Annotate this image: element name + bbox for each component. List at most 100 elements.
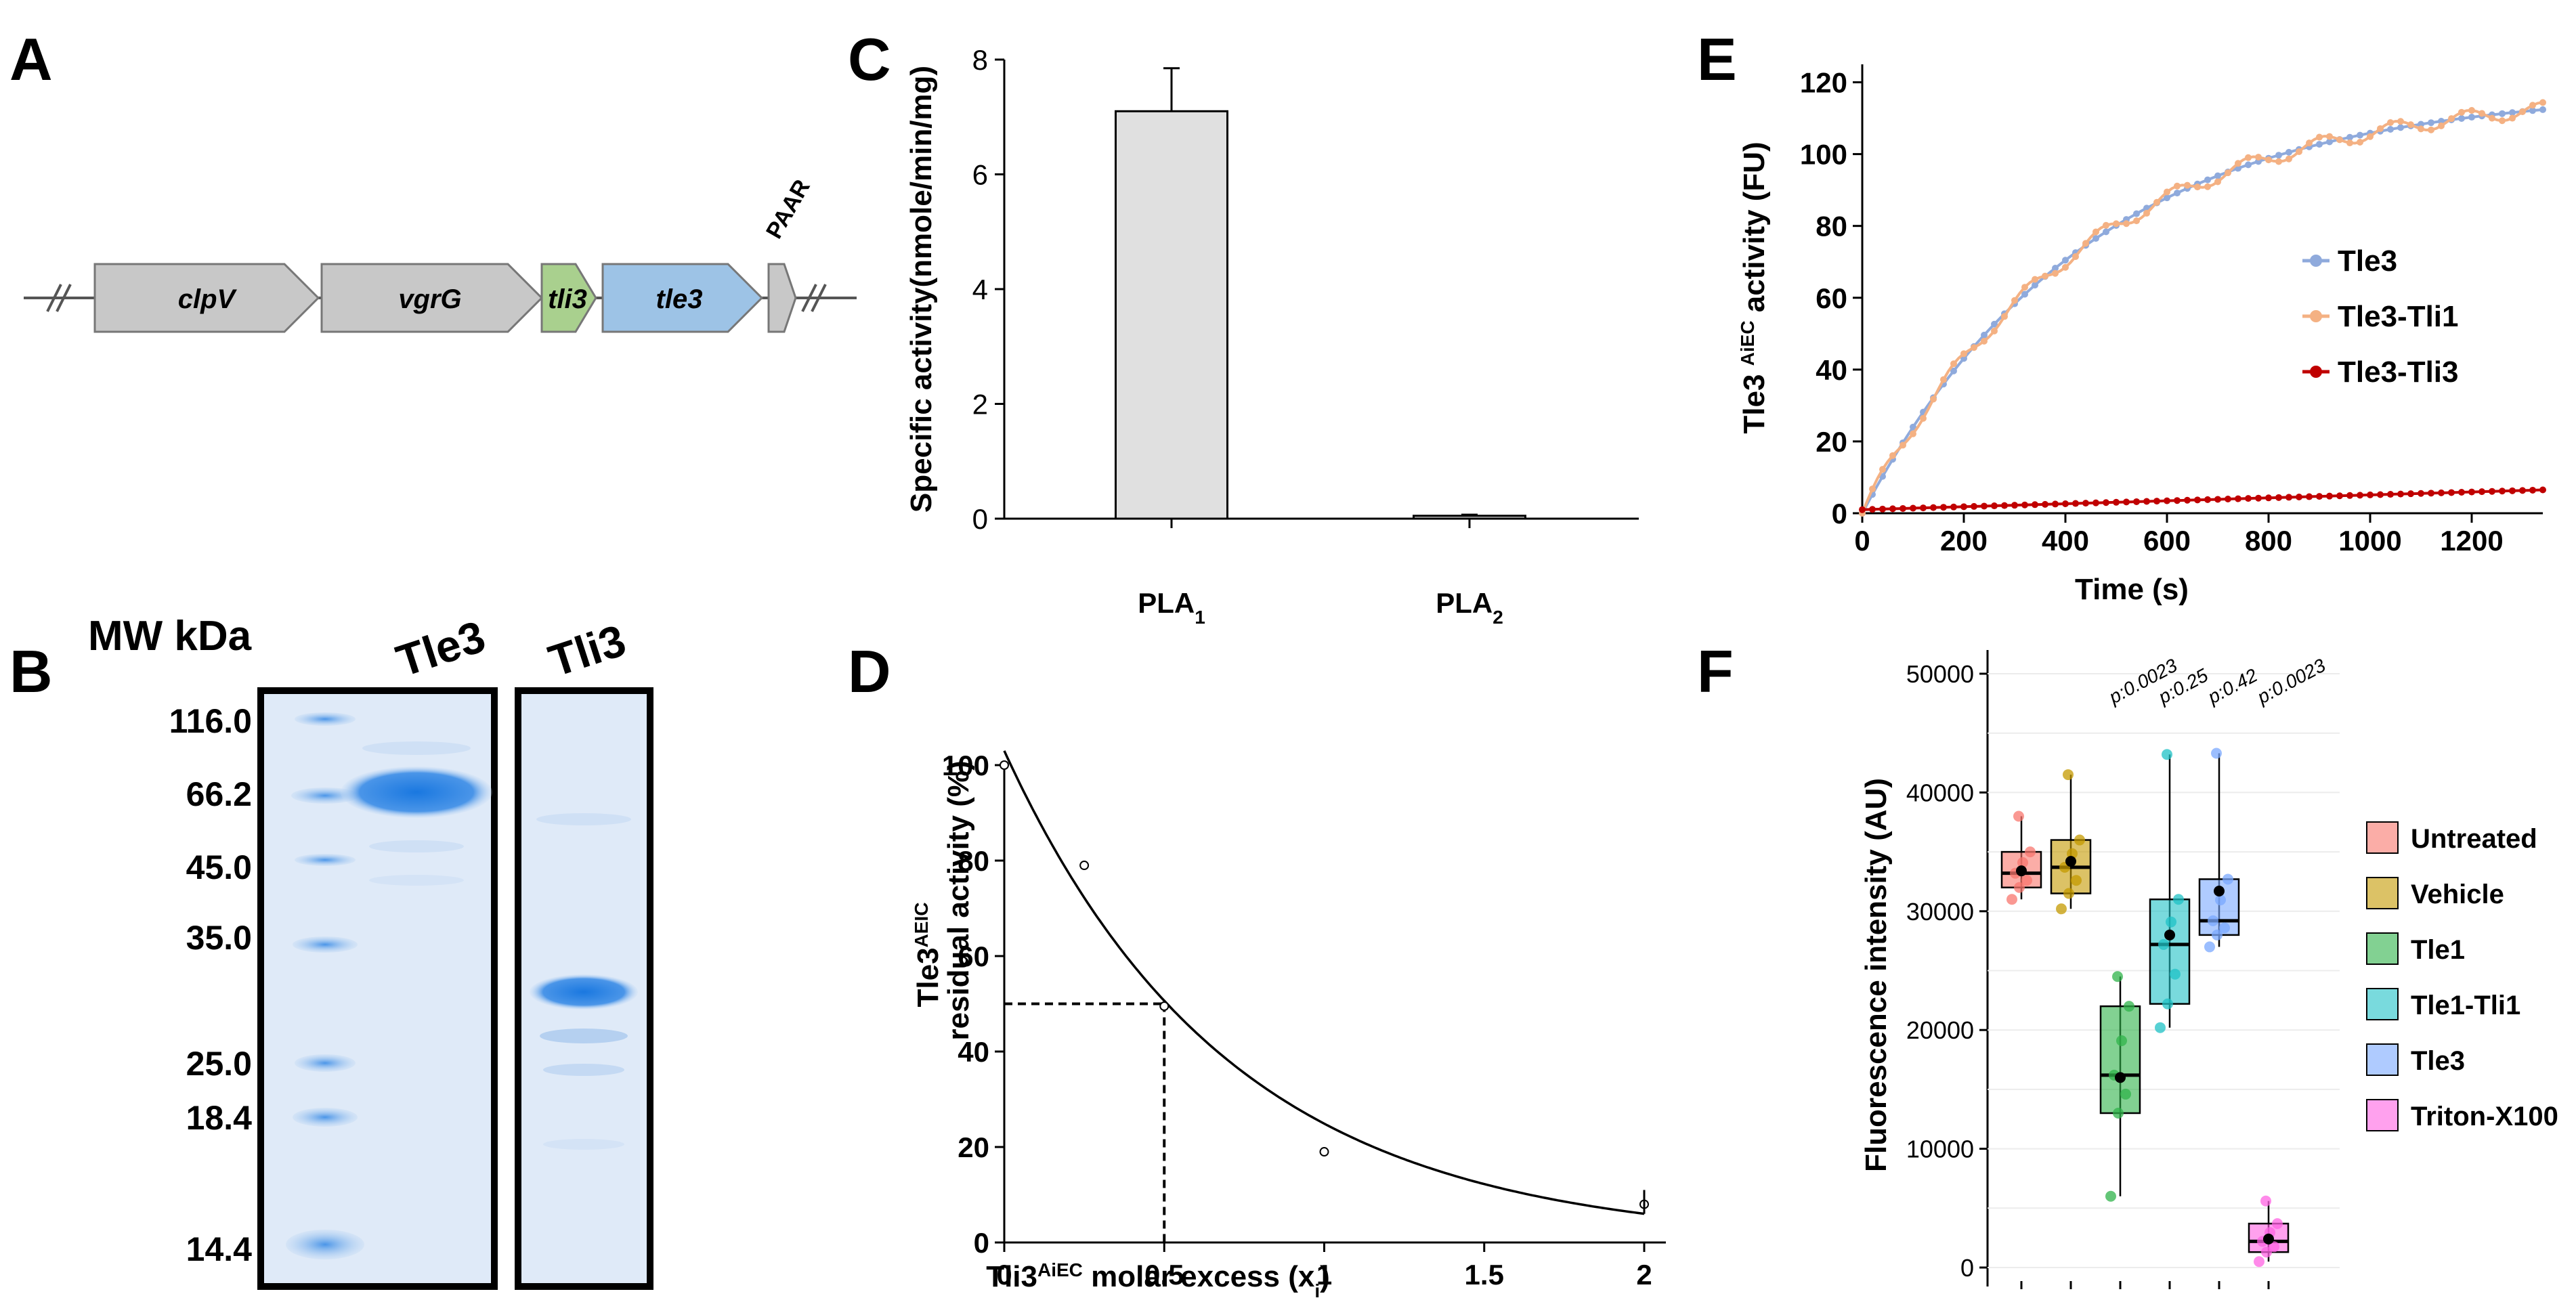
chart-d-ylabel-main: Tle3	[911, 947, 945, 1007]
mw-label: 25.0	[186, 1045, 252, 1083]
gene-label-tle3: tle3	[656, 284, 703, 314]
chart-c-ylabel: Specific activity(nmole/min/mg)	[905, 66, 938, 513]
mw-label: 35.0	[186, 919, 252, 957]
chart-e-series-point	[2133, 498, 2140, 505]
chart-e-series-point	[2326, 492, 2333, 500]
panel-label-e: E	[1697, 26, 1737, 93]
chart-e-xtick-label: 1000	[2338, 525, 2401, 557]
chart-e-series-point	[2143, 498, 2150, 505]
chart-d-ytick-label: 80	[958, 845, 989, 877]
chart-e-series-point	[2509, 487, 2516, 494]
chart-f-point	[2272, 1218, 2283, 1230]
chart-e-series-point	[2133, 217, 2140, 225]
chart-e-series-point	[2021, 284, 2028, 291]
chart-e-series-point	[2062, 500, 2069, 507]
chart-e-xtick-label: 400	[2042, 525, 2089, 557]
chart-e-series-point	[2062, 257, 2069, 264]
chart-d-xlabel-sup: AiEC	[1037, 1259, 1083, 1280]
chart-e-legend-marker	[2310, 310, 2322, 322]
chart-c-ytick-label: 6	[972, 159, 988, 191]
mw-label: 66.2	[186, 775, 252, 813]
chart-f-box	[2149, 899, 2191, 1005]
chart-e-series-point	[2184, 181, 2191, 189]
chart-e-series-point	[2204, 496, 2211, 503]
mw-label: 18.4	[186, 1099, 253, 1137]
chart-c-category-label: PLA2	[1436, 587, 1503, 628]
chart-e-series-point	[1971, 502, 1977, 510]
chart-e-series-point	[2042, 272, 2048, 280]
chart-c-ytick-label: 2	[972, 389, 988, 420]
chart-d-fit-curve	[1003, 750, 1645, 1215]
chart-e-series-point	[2204, 176, 2211, 183]
chart-e-series-point	[1950, 367, 1957, 374]
chart-f-point	[2124, 1001, 2134, 1012]
chart-f-legend-key	[2366, 1099, 2399, 1131]
chart-e-series-point	[2296, 148, 2302, 155]
chart-e-series-point	[2509, 114, 2516, 122]
marker-lane	[286, 712, 364, 1259]
chart-f-legend-key	[2366, 988, 2399, 1020]
chart-f-point	[2208, 915, 2218, 926]
chart-e-series-point	[2519, 487, 2526, 494]
chart-f-point	[2017, 857, 2028, 868]
chart-f-point	[2120, 1088, 2131, 1100]
chart-c-category-label: PLA1	[1138, 587, 1205, 628]
chart-e-series-point	[2214, 178, 2221, 186]
panel-label-f: F	[1697, 638, 1734, 705]
chart-e-series-point	[2428, 126, 2434, 133]
gel-panel: MW kDa Tle3 Tli3	[88, 611, 653, 1290]
chart-e-series-point	[2499, 117, 2506, 125]
chart-e-series-point	[2499, 488, 2506, 495]
chart-e-series-point	[2316, 141, 2323, 148]
chart-e-series-point	[2133, 210, 2140, 217]
chart-e-series-point	[2336, 136, 2343, 144]
panel-label-b: B	[9, 638, 53, 705]
chart-e-ytick-label: 60	[1816, 282, 1847, 314]
chart-e-series-point	[1910, 430, 1916, 437]
chart-e-series-point	[2011, 502, 2018, 509]
chart-e-series-point	[2387, 118, 2394, 126]
chart-d-point	[1079, 861, 1090, 871]
chart-e-series-point	[1869, 485, 1876, 493]
chart-e-series-point	[2478, 488, 2485, 496]
chart-e-series-point	[2153, 498, 2160, 505]
chart-e-series-point	[1930, 395, 1937, 403]
chart-f-point	[2006, 894, 2017, 905]
chart-e-series-point	[1960, 350, 1967, 358]
chart-e-series-point	[2458, 489, 2465, 496]
panel-label-c: C	[848, 26, 891, 93]
chart-f-ytick-label: 50000	[1906, 660, 1974, 688]
chart-e-series-point	[2021, 501, 2028, 509]
chart-d-ylabel-line2: residual activity (%)	[942, 760, 975, 1040]
chart-c-bar	[1413, 515, 1526, 520]
chart-e-series-point	[2032, 282, 2038, 289]
chart-f-mean	[2065, 856, 2076, 867]
chart-e-series-point	[2306, 493, 2313, 500]
chart-e-series-point	[2529, 102, 2536, 109]
chart-d-ylabel-sup: AEIC	[911, 903, 932, 948]
chart-e-series-point	[2326, 138, 2333, 146]
mw-label: 45.0	[186, 848, 252, 886]
chart-d-point	[1159, 1001, 1169, 1012]
chart-f-point	[2071, 875, 2082, 886]
chart-e-series-point	[2265, 156, 2272, 164]
chart-e-series-point	[2438, 122, 2445, 129]
chart-e-series-point	[2397, 124, 2404, 131]
chart-e-series-point	[2225, 169, 2231, 177]
chart-e-series-point	[2042, 500, 2048, 508]
chart-e-series-point	[1991, 327, 1998, 334]
chart-e-series-point	[2458, 114, 2465, 122]
chart-e-series-point	[2326, 133, 2333, 140]
chart-e-series-point	[2214, 172, 2221, 179]
chart-e-series-point	[1981, 502, 1988, 510]
chart-e-series-point	[2113, 498, 2120, 506]
chart-f-point	[2162, 998, 2173, 1010]
chart-f-legend-key	[2366, 877, 2399, 909]
chart-e-series-point	[2296, 493, 2302, 500]
panel-label-a: A	[9, 26, 53, 93]
chart-e-series-point	[2285, 494, 2292, 501]
chart-e-series-point	[2123, 498, 2130, 506]
gene-arrow-tli3	[540, 263, 597, 333]
chart-e-series-point	[1910, 504, 1916, 512]
chart-e-xtick-label: 1200	[2440, 525, 2503, 557]
